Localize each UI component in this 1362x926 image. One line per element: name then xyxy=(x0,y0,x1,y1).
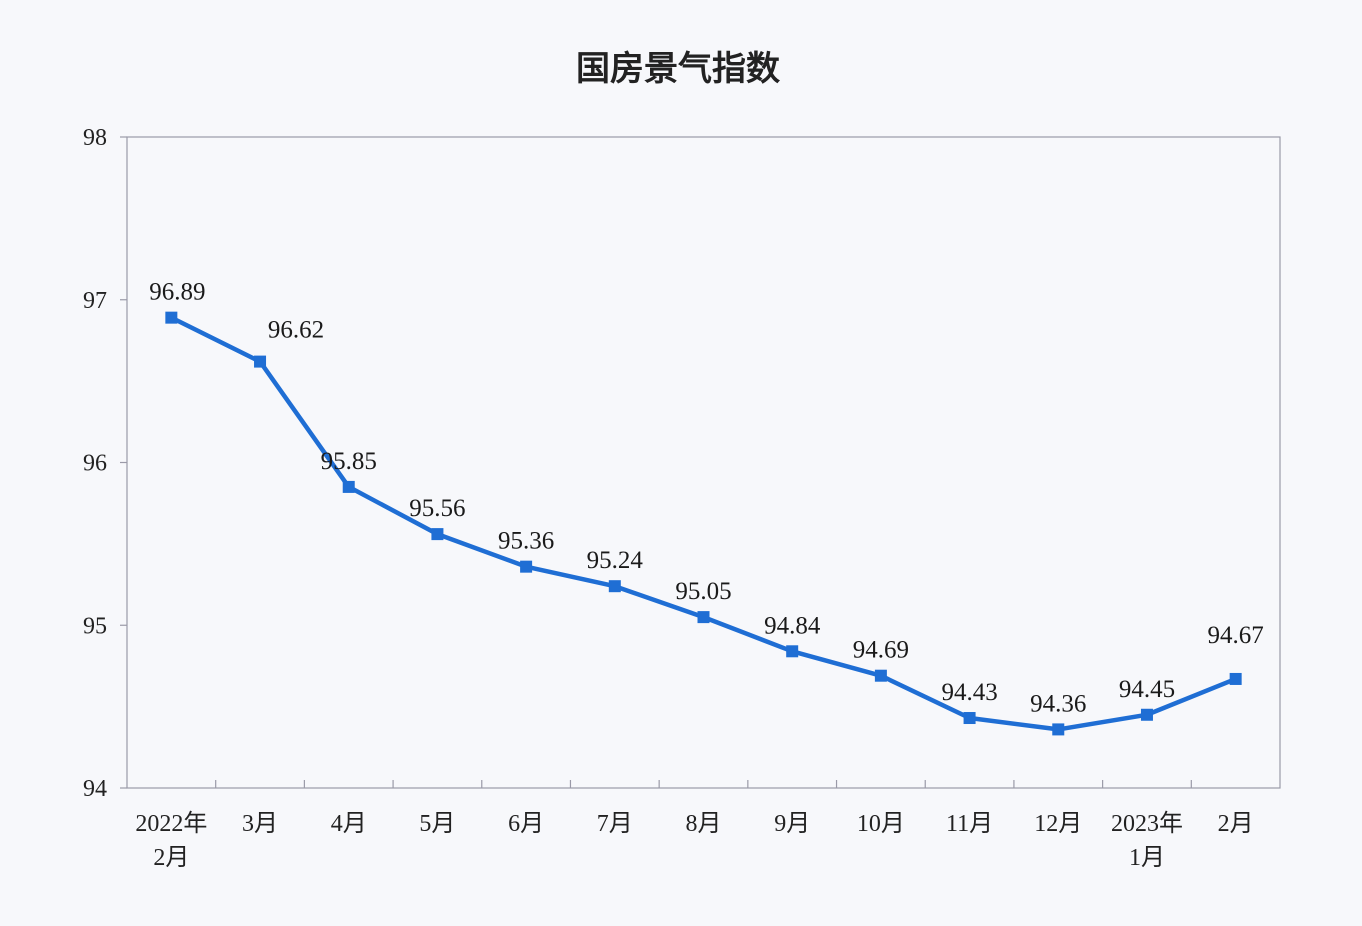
x-tick-label: 9月 xyxy=(774,811,810,837)
data-label: 94.43 xyxy=(941,679,997,706)
x-tick-label: 5月 xyxy=(419,811,455,837)
x-tick-label: 4月 xyxy=(331,811,367,837)
data-label: 95.56 xyxy=(409,495,465,522)
data-point-marker xyxy=(520,560,533,573)
x-tick-label: 7月 xyxy=(597,811,633,837)
x-tick-label: 1月 xyxy=(1129,845,1165,871)
series-line xyxy=(170,315,1237,732)
x-tick-label: 2月 xyxy=(153,845,189,871)
x-tick-label: 6月 xyxy=(508,811,544,837)
data-point-marker xyxy=(1052,723,1065,736)
data-point-marker xyxy=(1229,672,1242,685)
data-label: 94.36 xyxy=(1030,690,1086,717)
data-label: 95.85 xyxy=(321,448,377,475)
data-point-marker xyxy=(165,311,178,324)
x-tick-label: 2月 xyxy=(1218,811,1254,837)
y-tick-label: 97 xyxy=(83,288,107,314)
data-point-marker xyxy=(254,355,267,368)
y-tick-label: 95 xyxy=(83,613,107,639)
x-tick-label: 11月 xyxy=(946,811,993,837)
data-point-marker xyxy=(1140,708,1153,721)
data-point-marker xyxy=(697,611,710,624)
y-tick-label: 98 xyxy=(83,125,107,151)
plot-frame xyxy=(126,136,1281,789)
data-point-marker xyxy=(431,528,444,541)
x-tick-label: 8月 xyxy=(686,811,722,837)
data-label: 95.24 xyxy=(587,547,644,574)
data-label: 95.36 xyxy=(498,528,554,555)
y-tick-label: 94 xyxy=(83,776,107,802)
data-label: 96.62 xyxy=(268,317,324,344)
data-label: 94.84 xyxy=(764,612,821,639)
data-label: 94.69 xyxy=(853,637,909,664)
data-label: 94.67 xyxy=(1208,622,1264,649)
data-point-marker xyxy=(342,480,355,493)
data-point-marker xyxy=(608,580,621,593)
data-label: 94.45 xyxy=(1119,676,1175,703)
x-tick-label: 2023年 xyxy=(1111,810,1183,837)
x-tick-label: 10月 xyxy=(857,811,905,837)
data-label: 96.89 xyxy=(149,279,205,306)
x-tick-label: 12月 xyxy=(1034,811,1082,837)
x-tick-label: 3月 xyxy=(242,811,278,837)
data-label: 95.05 xyxy=(675,578,731,605)
data-point-marker xyxy=(963,712,976,725)
data-point-marker xyxy=(874,669,887,682)
y-tick-label: 96 xyxy=(83,451,107,477)
data-point-marker xyxy=(786,645,799,658)
chart-title: 国房景气指数 xyxy=(576,49,780,89)
x-tick-label: 2022年 xyxy=(135,810,207,837)
